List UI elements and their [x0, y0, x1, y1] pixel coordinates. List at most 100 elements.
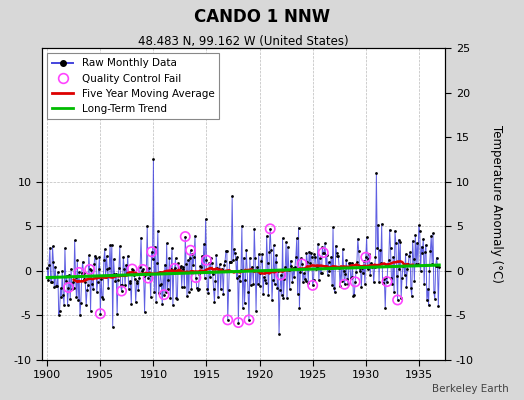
Point — [95, 254, 104, 260]
Point — [129, 266, 137, 273]
Point — [71, 274, 80, 280]
Point — [80, 276, 89, 282]
Point — [325, 268, 334, 274]
Point — [244, 289, 252, 296]
Point — [178, 266, 187, 272]
Point — [237, 266, 245, 273]
Point — [264, 292, 272, 298]
Point — [83, 287, 91, 294]
Point — [93, 289, 101, 296]
Point — [219, 291, 227, 298]
Point — [429, 230, 437, 236]
Point — [421, 249, 429, 255]
Point — [425, 268, 434, 274]
Point — [385, 257, 393, 263]
Point — [152, 298, 160, 305]
Point — [212, 252, 221, 258]
Point — [181, 233, 190, 240]
Point — [64, 284, 73, 291]
Point — [292, 254, 300, 260]
Point — [389, 254, 397, 260]
Point — [144, 275, 152, 281]
Point — [372, 254, 380, 260]
Point — [97, 276, 105, 283]
Point — [79, 259, 87, 265]
Point — [340, 281, 348, 288]
Point — [108, 324, 117, 330]
Point — [322, 265, 330, 272]
Point — [53, 283, 61, 290]
Point — [234, 319, 243, 326]
Point — [361, 280, 369, 287]
Point — [314, 241, 322, 247]
Point — [138, 266, 147, 273]
Point — [379, 280, 388, 286]
Point — [290, 274, 298, 280]
Point — [341, 271, 350, 278]
Point — [419, 236, 428, 242]
Point — [168, 245, 176, 251]
Point — [164, 277, 172, 283]
Point — [154, 228, 162, 234]
Point — [337, 264, 345, 270]
Point — [111, 278, 119, 284]
Point — [363, 234, 371, 240]
Point — [333, 253, 342, 259]
Point — [201, 274, 209, 281]
Point — [73, 257, 82, 264]
Point — [96, 310, 104, 317]
Point — [277, 272, 285, 278]
Point — [107, 273, 115, 280]
Point — [49, 259, 58, 266]
Point — [414, 222, 423, 228]
Point — [265, 249, 274, 256]
Point — [298, 261, 306, 267]
Point — [173, 296, 181, 302]
Point — [107, 242, 116, 248]
Point — [407, 285, 415, 291]
Point — [289, 265, 298, 272]
Point — [201, 216, 210, 222]
Point — [272, 252, 280, 258]
Point — [286, 258, 294, 264]
Point — [295, 304, 303, 311]
Point — [357, 284, 366, 290]
Point — [197, 264, 205, 270]
Point — [294, 224, 303, 231]
Point — [99, 296, 107, 302]
Point — [215, 261, 224, 268]
Point — [293, 291, 302, 297]
Point — [130, 276, 139, 282]
Point — [412, 260, 420, 267]
Point — [171, 255, 180, 261]
Point — [57, 294, 66, 300]
Point — [116, 243, 124, 250]
Point — [354, 236, 362, 242]
Point — [296, 269, 304, 276]
Point — [228, 193, 236, 199]
Point — [340, 281, 348, 288]
Point — [114, 276, 122, 283]
Point — [96, 310, 104, 317]
Point — [353, 258, 361, 265]
Point — [103, 265, 112, 272]
Point — [387, 275, 396, 281]
Point — [280, 276, 289, 282]
Point — [221, 258, 230, 264]
Point — [355, 268, 364, 274]
Point — [260, 274, 268, 280]
Point — [349, 293, 357, 299]
Point — [134, 287, 143, 294]
Point — [382, 274, 390, 280]
Point — [286, 286, 294, 292]
Point — [404, 260, 412, 267]
Point — [406, 249, 414, 255]
Point — [283, 295, 291, 301]
Point — [121, 282, 129, 289]
Point — [369, 279, 378, 286]
Point — [140, 309, 149, 315]
Point — [292, 235, 301, 242]
Point — [110, 256, 118, 262]
Point — [403, 266, 411, 272]
Point — [302, 250, 311, 256]
